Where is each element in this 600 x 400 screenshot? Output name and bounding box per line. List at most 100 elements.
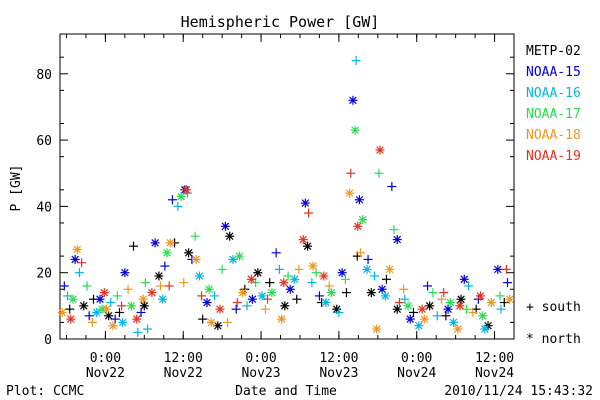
- south-point-marker: [143, 324, 153, 334]
- y-tick-label: 0: [44, 333, 52, 348]
- north-point-marker: [66, 314, 76, 324]
- north-point-marker: [132, 314, 142, 324]
- north-point-marker: [204, 284, 214, 294]
- south-point-marker: [408, 307, 418, 317]
- north-point-marker: [253, 268, 263, 278]
- north-point-marker: [280, 301, 290, 311]
- south-point-marker: [265, 278, 275, 288]
- south-point-marker: [314, 291, 324, 301]
- north-point-marker: [228, 254, 238, 264]
- legend-entry: NOAA-16: [526, 86, 581, 101]
- north-point-marker: [326, 288, 336, 298]
- north-point-marker: [392, 304, 402, 314]
- north-point-marker: [480, 324, 490, 334]
- north-point-marker: [246, 274, 256, 284]
- north-point-marker: [403, 301, 413, 311]
- south-point-marker: [428, 288, 438, 298]
- south-point-marker: [304, 208, 314, 218]
- north-point-marker: [372, 324, 382, 334]
- north-point-marker: [337, 268, 347, 278]
- symbol-key-entry: + south: [526, 300, 581, 315]
- north-point-marker: [392, 235, 402, 245]
- south-point-marker: [387, 182, 397, 191]
- south-point-marker: [179, 278, 189, 288]
- south-point-marker: [311, 268, 321, 278]
- south-point-marker: [499, 298, 509, 308]
- north-point-marker: [455, 301, 465, 311]
- south-point-marker: [106, 298, 116, 308]
- north-point-marker: [238, 288, 248, 298]
- south-point-marker: [340, 274, 350, 284]
- symbol-key: + south * north: [526, 300, 581, 347]
- north-point-marker: [486, 298, 496, 308]
- north-point-marker: [277, 314, 287, 324]
- south-point-marker: [294, 264, 304, 274]
- north-point-marker: [443, 304, 453, 314]
- south-point-marker: [389, 225, 399, 235]
- north-point-marker: [138, 294, 148, 304]
- north-point-marker: [419, 314, 429, 324]
- north-point-marker: [459, 274, 469, 284]
- north-point-marker: [425, 301, 435, 311]
- south-point-marker: [217, 264, 227, 274]
- y-tick-label: 60: [36, 134, 52, 149]
- south-point-marker: [173, 201, 183, 211]
- north-point-marker: [493, 264, 503, 274]
- x-tick-time-label: 12:00: [164, 351, 203, 366]
- x-axis-title: Date and Time: [235, 384, 337, 399]
- north-point-marker: [285, 284, 295, 294]
- north-point-marker: [72, 244, 82, 254]
- x-tick-day-label: Nov22: [164, 366, 203, 381]
- north-point-marker: [92, 307, 102, 317]
- north-point-marker: [298, 235, 308, 245]
- north-point-marker: [456, 294, 466, 304]
- south-point-marker: [334, 307, 344, 317]
- south-point-marker: [231, 304, 241, 314]
- north-point-marker: [362, 264, 372, 274]
- north-point-marker: [225, 231, 235, 241]
- south-point-marker: [190, 231, 200, 241]
- north-point-marker: [448, 317, 458, 327]
- x-axis-ticks: 0:00Nov2212:00Nov220:00Nov2312:00Nov230:…: [65, 34, 515, 381]
- north-point-marker: [68, 294, 78, 304]
- north-point-marker: [108, 321, 118, 331]
- x-tick-day-label: Nov23: [241, 366, 280, 381]
- north-point-marker: [139, 301, 149, 311]
- south-point-marker: [65, 304, 75, 314]
- south-point-marker: [114, 307, 124, 317]
- data-points: [57, 56, 515, 337]
- north-point-marker: [353, 221, 363, 231]
- north-point-marker: [247, 294, 257, 304]
- south-point-marker: [324, 281, 334, 291]
- north-point-marker: [385, 264, 395, 274]
- south-point-marker: [503, 278, 513, 288]
- south-point-marker: [133, 327, 143, 337]
- x-tick-time-label: 0:00: [401, 351, 432, 366]
- south-point-marker: [441, 311, 451, 321]
- north-point-marker: [181, 185, 191, 195]
- south-point-marker: [363, 254, 373, 264]
- south-point-marker: [84, 311, 94, 321]
- south-point-marker: [356, 248, 366, 258]
- south-point-marker: [167, 195, 177, 205]
- south-point-marker: [74, 268, 84, 278]
- north-point-marker: [417, 304, 427, 314]
- chart-title: Hemispheric Power [GW]: [181, 13, 380, 31]
- north-point-marker: [176, 191, 186, 201]
- south-point-marker: [197, 291, 207, 301]
- x-tick-day-label: Nov24: [475, 366, 514, 381]
- south-point-marker: [292, 294, 302, 304]
- south-point-marker: [263, 294, 273, 304]
- north-point-marker: [375, 145, 385, 155]
- south-point-marker: [423, 281, 433, 291]
- north-point-marker: [184, 248, 194, 258]
- x-tick-day-label: Nov22: [86, 366, 125, 381]
- north-point-marker: [191, 254, 201, 264]
- north-point-marker: [118, 317, 128, 327]
- south-point-marker: [223, 317, 233, 327]
- south-point-marker: [210, 291, 220, 301]
- south-point-marker: [394, 298, 404, 308]
- south-point-marker: [123, 284, 133, 294]
- north-point-marker: [290, 274, 300, 284]
